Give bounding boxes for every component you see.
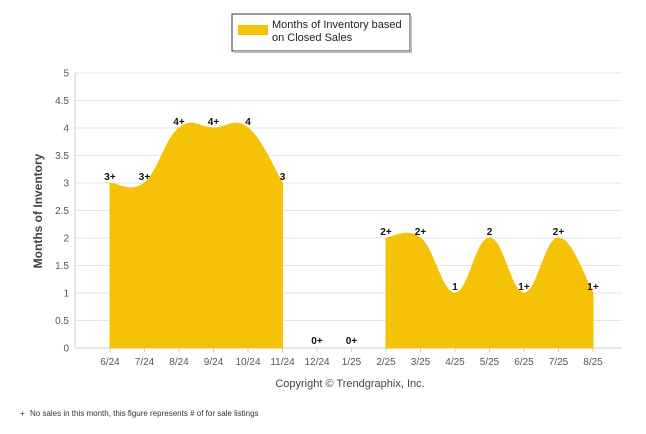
x-tick-label: 9/24 (204, 357, 224, 368)
x-tick-label: 11/24 (270, 357, 295, 368)
x-tick-label: 7/24 (135, 357, 155, 368)
legend-swatch (238, 25, 268, 35)
data-label: 1 (452, 282, 458, 293)
data-labels: 3+ 3+ 4+ 4+ 4 3 0+ 0+ 2+ 2+ 1 2 1+ 2+ 1+ (104, 117, 599, 347)
y-tick-label: 4 (63, 124, 69, 135)
series-area (109, 122, 594, 349)
x-tick-labels: 6/24 7/24 8/24 9/24 10/24 11/24 12/24 1/25 2/25 3… (100, 357, 603, 368)
footnote: No sales in this month, this figure repr… (30, 409, 259, 418)
data-label: 3+ (139, 172, 151, 183)
data-label: 2+ (415, 227, 427, 238)
data-label: 0+ (311, 336, 323, 347)
y-tick-label: 0 (63, 344, 69, 355)
legend-box-shadow (234, 51, 412, 53)
x-tick-label: 1/25 (342, 357, 362, 368)
data-label: 1+ (587, 282, 599, 293)
copyright: Copyright © Trendgraphix, Inc. (275, 378, 424, 390)
footnote-marker: + (20, 409, 25, 418)
y-tick-label: 3 (63, 179, 69, 190)
data-label: 3+ (104, 172, 116, 183)
data-label: 2+ (553, 227, 565, 238)
x-tick-label: 8/24 (169, 357, 189, 368)
x-tick-label: 12/24 (304, 357, 329, 368)
x-tick-label: 4/25 (445, 357, 465, 368)
x-tick-label: 8/25 (583, 357, 603, 368)
x-tick-label: 6/24 (100, 357, 120, 368)
y-tick-label: 3.5 (55, 151, 69, 162)
y-tick-label: 5 (63, 69, 69, 80)
data-label: 0+ (346, 336, 358, 347)
x-tick-label: 2/25 (376, 357, 396, 368)
x-tick-label: 6/25 (514, 357, 534, 368)
legend-box-shadow (410, 16, 412, 53)
data-label: 4 (245, 117, 251, 128)
y-tick-label: 1 (63, 289, 69, 300)
y-tick-labels: 0 0.5 1 1.5 2 2.5 3 3.5 4 4.5 5 (55, 69, 69, 355)
legend-label-line-2: on Closed Sales (272, 32, 353, 44)
data-label: 4+ (208, 117, 220, 128)
area-segment (385, 232, 594, 349)
data-label: 4+ (173, 117, 185, 128)
x-tick-label: 3/25 (411, 357, 431, 368)
data-label: 3 (280, 172, 286, 183)
y-tick-label: 4.5 (55, 96, 69, 107)
y-tick-label: 0.5 (55, 316, 69, 327)
legend: Months of Inventory based on Closed Sale… (231, 13, 412, 53)
y-tick-label: 2 (63, 234, 69, 245)
y-tick-label: 1.5 (55, 261, 69, 272)
data-label: 2+ (380, 227, 392, 238)
y-tick-label: 2.5 (55, 206, 69, 217)
data-label: 2 (487, 227, 493, 238)
x-tick-label: 7/25 (549, 357, 569, 368)
data-label: 1+ (518, 282, 530, 293)
legend-label-line-1: Months of Inventory based (272, 19, 402, 31)
y-axis-label: Months of Inventory (31, 153, 45, 268)
area-segment (109, 122, 283, 349)
x-tick-label: 5/25 (480, 357, 500, 368)
x-tick-label: 10/24 (235, 357, 260, 368)
